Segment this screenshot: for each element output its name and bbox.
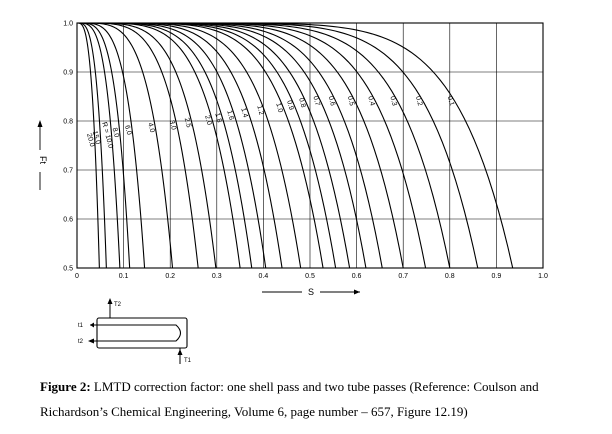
series-label: 1.6 [225,110,234,121]
caption-figure-label: Figure 2: [40,379,91,394]
tick-labels: 0 0.1 0.2 0.3 0.4 0.5 0.6 0.7 0.8 0.9 1.00.50.60.7… [63,21,548,281]
label-t1: t1 [78,323,84,329]
y-tick-label: 0.9 [63,70,73,77]
label-T2: T2 [114,302,122,308]
plot-frame [76,22,544,269]
series-label: 3.0 [168,120,177,131]
x-tick-label: 0 [75,273,79,280]
shell-inlet-arrow [177,349,183,355]
series-label: 6.0 [123,125,132,136]
series-label: 4.0 [146,122,155,133]
y-tick-label: 0.7 [63,168,73,175]
x-tick-label: 0.8 [445,273,455,280]
series-label: 1.8 [213,112,222,123]
series-label: 1.2 [255,105,264,116]
x-axis-arrowhead [354,289,360,295]
tube-inlet-arrow [90,322,94,328]
shell-outline [96,317,188,349]
series-label: 8.0 [111,127,120,138]
y-tick-label: 0.6 [63,217,73,224]
series-label: 0.9 [285,100,294,111]
u-tube [90,324,182,342]
series-curve [77,22,100,269]
series-label: 1.0 [274,102,283,113]
x-tick-label: 0.2 [165,273,175,280]
figure-caption: Figure 2: LMTD correction factor: one sh… [40,374,590,424]
exchanger-schematic: T2 t1 t2 T1 [78,298,192,364]
x-tick-label: 0.7 [398,273,408,280]
x-tick-label: 1.0 [538,273,548,280]
caption-text: LMTD correction factor: one shell pass a… [40,379,539,419]
axis-names: S Ft [37,120,360,297]
series-curve [77,22,367,269]
series-label: 1.4 [239,107,248,118]
shell-outlet-arrow [107,298,113,304]
ft-correction-chart: 0 0.1 0.2 0.3 0.4 0.5 0.6 0.7 0.8 0.9 1.00.50.60.7… [37,21,548,364]
series-curve [77,22,404,269]
x-tick-label: 0.9 [492,273,502,280]
x-axis-label: S [308,287,314,297]
y-axis-arrowhead [37,120,43,127]
series-curves [77,22,514,269]
series-label: 15.0 [91,130,101,145]
x-tick-label: 0.5 [305,273,315,280]
y-tick-label: 0.8 [63,119,73,126]
series-curve [77,22,131,269]
y-axis-label: Ft [38,156,48,164]
y-tick-label: 0.5 [63,266,73,273]
series-label: 2.5 [183,117,192,128]
series-label: 0.4 [366,95,375,106]
tube-outlet-arrow [88,338,94,344]
series-label: 0.2 [414,95,423,106]
x-tick-label: 0.3 [212,273,222,280]
x-tick-label: 0.4 [259,273,269,280]
series-label: 0.7 [311,95,320,106]
series-label: 0.1 [446,95,455,106]
series-curve [77,22,514,269]
series-label: 20.0 [85,133,95,148]
series-label: 0.5 [346,95,355,106]
series-label: 2.0 [203,115,212,126]
y-tick-label: 1.0 [63,21,73,28]
series-label: 0.8 [297,97,306,108]
x-tick-label: 0.6 [352,273,362,280]
x-tick-label: 0.1 [119,273,129,280]
series-label: 0.6 [327,95,336,106]
label-T1: T1 [184,358,192,364]
series-labels: 20.015.0 R = 10.08.0 6.0 4.0 3.0 2.5 2.0 1.8 1.6… [85,95,455,149]
series-curve [77,22,253,269]
label-t2: t2 [78,339,84,345]
chart-grid [76,22,544,269]
series-label: 0.3 [388,95,397,106]
